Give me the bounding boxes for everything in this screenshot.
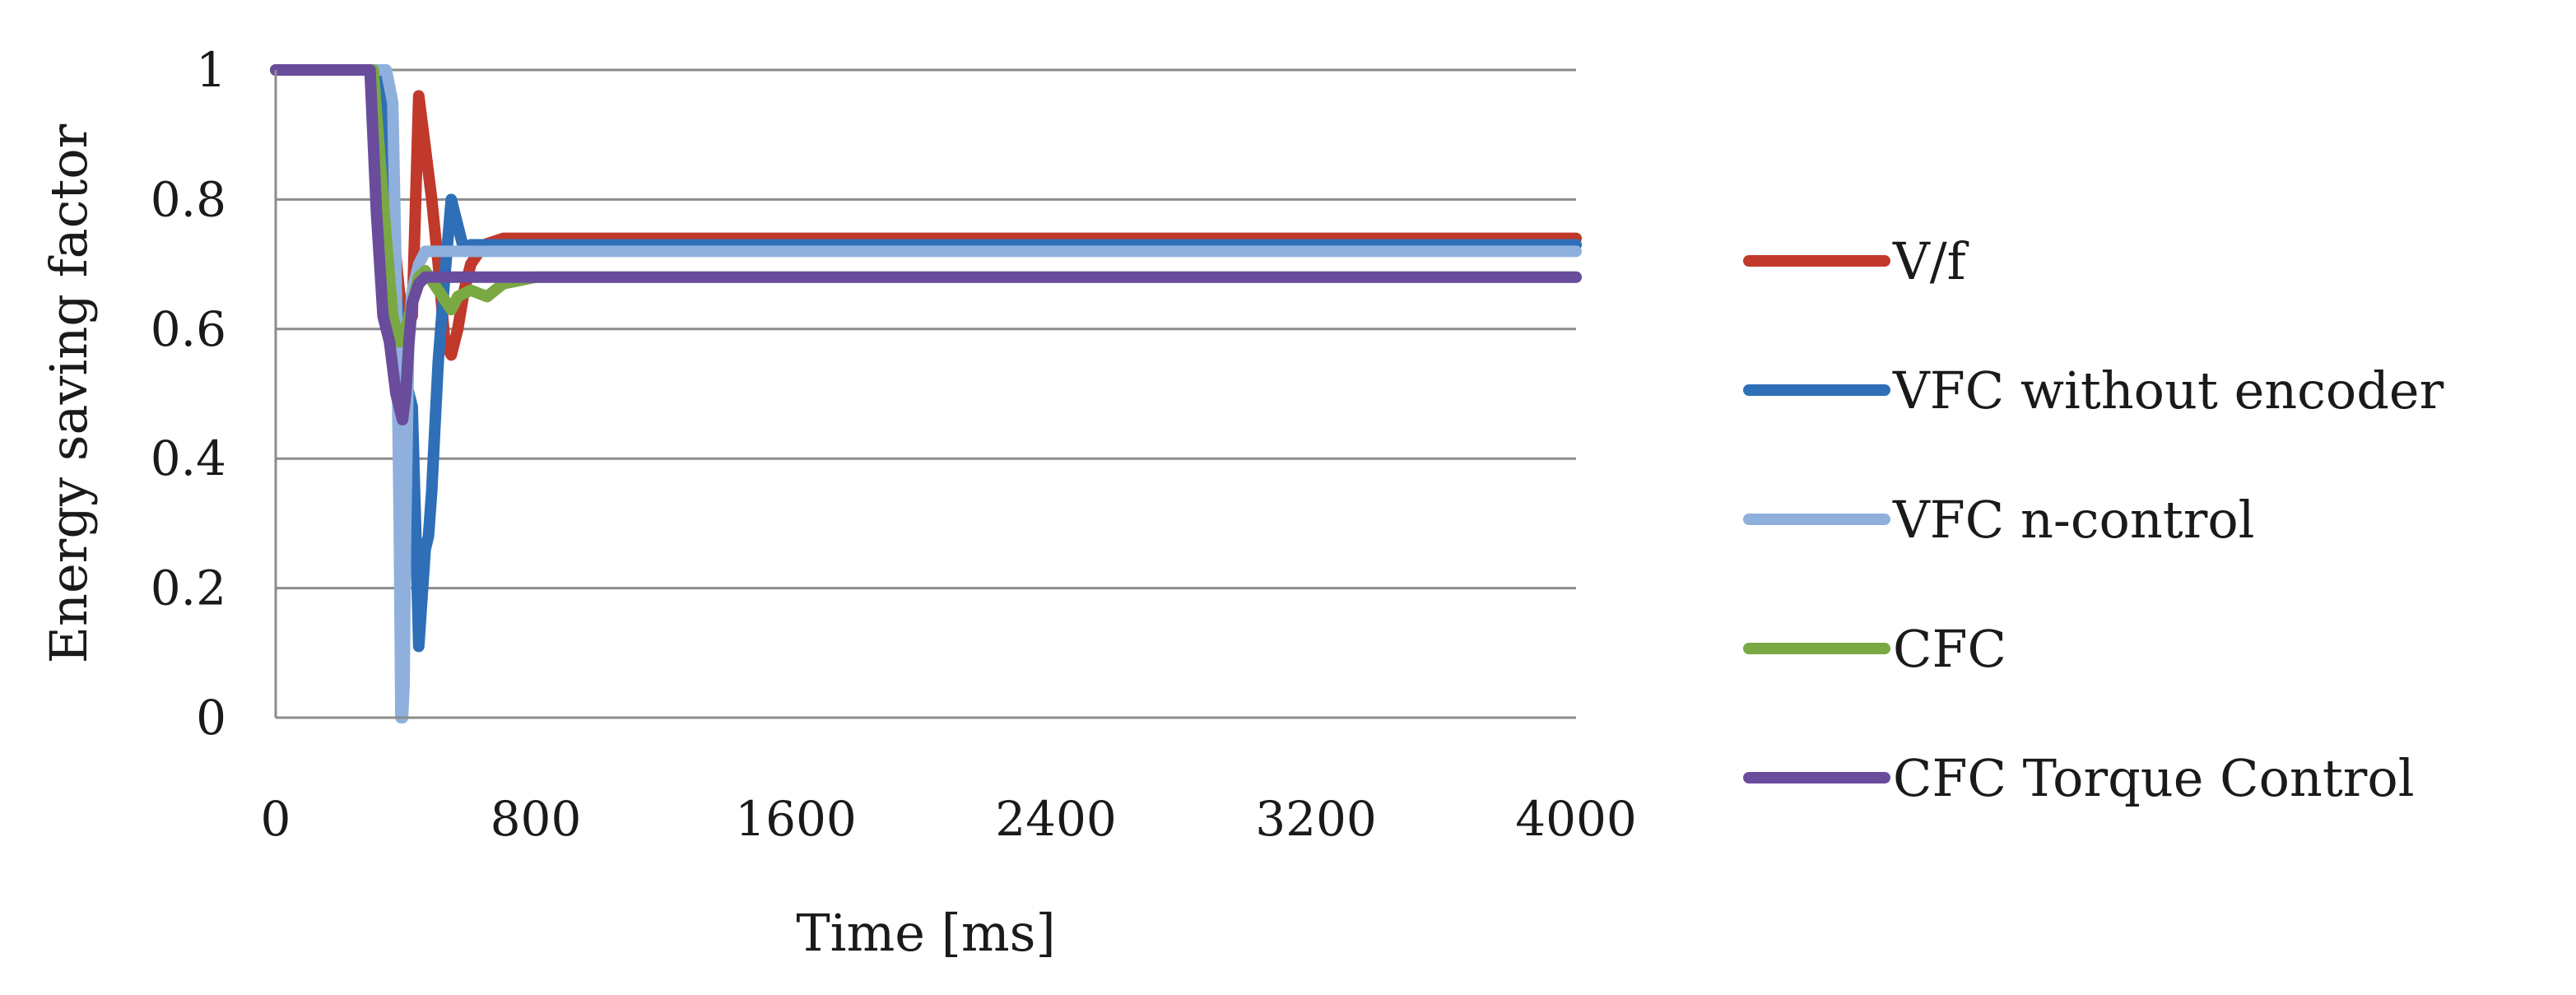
legend-label: CFC	[1893, 619, 2006, 679]
series-line-4	[270, 64, 1582, 348]
legend-label: CFC Torque Control	[1893, 748, 2415, 808]
series-line-2	[270, 64, 1582, 653]
legend-item: CFC Torque Control	[1743, 748, 2415, 808]
series-line-3	[270, 64, 1582, 723]
x-tick-label: 800	[491, 791, 582, 847]
y-tick-labels: 0 0.2 0.4 0.6 0.8 1	[151, 42, 226, 746]
legend-item: VFC without encoder	[1743, 360, 2444, 421]
y-tick-label: 0.2	[151, 560, 226, 616]
legend-item: CFC	[1743, 619, 2006, 679]
y-tick-label: 1	[196, 42, 226, 98]
series-lines	[270, 64, 1582, 723]
legend-label: V/f	[1892, 231, 1969, 291]
x-tick-labels: 0 800 1600 2400 3200 4000	[261, 791, 1637, 847]
axes	[274, 70, 1576, 719]
gridlines	[276, 68, 1576, 590]
y-tick-label: 0.4	[151, 430, 226, 486]
series-line-5	[270, 64, 1582, 425]
x-tick-label: 4000	[1515, 791, 1637, 847]
y-tick-label: 0.6	[151, 301, 226, 357]
y-tick-label: 0	[196, 690, 226, 746]
legend-label: VFC n-control	[1892, 490, 2255, 550]
legend: V/f VFC without encoder VFC n-control CFC CF…	[1743, 231, 2444, 808]
legend-label: VFC without encoder	[1892, 360, 2444, 421]
legend-item: V/f	[1743, 231, 1969, 291]
x-tick-label: 0	[261, 791, 291, 847]
x-tick-label: 3200	[1255, 791, 1377, 847]
x-tick-label: 1600	[735, 791, 857, 847]
x-axis-title: Time [ms]	[796, 903, 1055, 963]
y-axis-title: Energy saving factor	[39, 123, 99, 663]
y-tick-label: 0.8	[151, 171, 226, 227]
series-line-1	[270, 64, 1582, 361]
x-tick-label: 2400	[995, 791, 1117, 847]
legend-item: VFC n-control	[1743, 490, 2255, 550]
